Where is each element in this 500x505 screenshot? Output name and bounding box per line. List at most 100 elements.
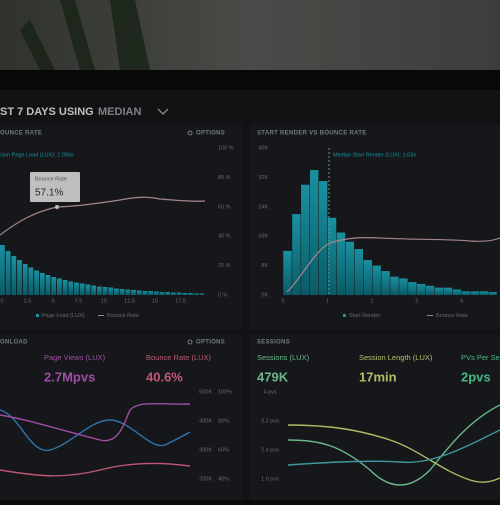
y-tick-label: 100% bbox=[218, 389, 232, 395]
bar bbox=[74, 282, 79, 295]
y-tick-label: 40 % bbox=[218, 234, 231, 240]
panel-title: ONLOAD bbox=[0, 340, 28, 346]
bar bbox=[62, 280, 68, 295]
bar bbox=[417, 283, 426, 295]
onload-panel: ONLOAD 40% 60% 80% 100% 200K 300K 400K 500K OPT… bbox=[0, 339, 232, 482]
dropdown-icon bbox=[157, 108, 169, 116]
bar bbox=[102, 287, 108, 295]
bar bbox=[96, 286, 102, 295]
bar bbox=[345, 241, 355, 295]
panel-title: START RENDER VS BOUNCE RATE bbox=[257, 131, 367, 137]
chart-note: Median Start Render (LUX): 1.03s bbox=[333, 152, 416, 158]
sessions-panel: SESSIONS 1.6 pvs 2.4 pvs 3.2 pvs 4 pvs Sessi… bbox=[257, 340, 500, 486]
bar bbox=[354, 249, 364, 295]
bar bbox=[91, 285, 96, 295]
x-tick-label: 0 bbox=[281, 298, 284, 304]
y-tick-label: 60 % bbox=[218, 204, 231, 210]
tooltip-value: 57.1% bbox=[35, 188, 63, 199]
panel-title: OUNCE RATE bbox=[0, 131, 42, 137]
series-line bbox=[287, 424, 500, 483]
y-tick-label: 100 % bbox=[218, 145, 234, 151]
y-tick-label: 3.2 pvs bbox=[261, 418, 279, 424]
bar bbox=[108, 287, 114, 295]
bar bbox=[188, 293, 193, 295]
bar bbox=[85, 284, 91, 295]
bar bbox=[68, 281, 74, 295]
bar bbox=[57, 278, 62, 295]
bar bbox=[136, 290, 142, 295]
metric-label: Sessions (LUX) bbox=[257, 353, 310, 362]
bar bbox=[336, 232, 346, 295]
y-tick-label: 500K bbox=[199, 389, 212, 395]
bar bbox=[17, 260, 22, 295]
legend-swatch bbox=[343, 314, 346, 317]
bounce-line bbox=[0, 196, 206, 236]
bar bbox=[45, 275, 51, 295]
bar bbox=[125, 289, 131, 295]
start-render-panel: START RENDER VS BOUNCE RATE 4 3 2 1 0 0K 8K 16K… bbox=[257, 131, 500, 319]
y-tick-label: 200K bbox=[199, 476, 212, 482]
y-tick-label: 8K bbox=[261, 263, 268, 269]
series-line bbox=[287, 429, 500, 466]
series-line bbox=[0, 402, 191, 442]
x-tick-label: 4 bbox=[460, 298, 463, 304]
tooltip-label: Bounce Rate bbox=[35, 176, 67, 182]
metric-value: 17min bbox=[359, 369, 397, 384]
metric-label: Session Length (LUX) bbox=[359, 353, 433, 362]
y-tick-label: 4 pvs bbox=[263, 389, 276, 395]
legend-swatch bbox=[36, 314, 39, 317]
x-tick-label: 15 bbox=[152, 298, 158, 304]
plant-blur bbox=[20, 0, 150, 70]
legend-label[interactable]: Bounce Rate bbox=[107, 313, 139, 319]
legend-label[interactable]: Start Render bbox=[349, 313, 380, 319]
y-tick-label: 0 % bbox=[218, 292, 228, 298]
bar bbox=[452, 289, 462, 295]
options-icon bbox=[187, 130, 193, 136]
header-title: ST 7 DAYS USING bbox=[0, 106, 94, 118]
x-tick-label: 5 bbox=[51, 298, 54, 304]
panel bbox=[0, 334, 242, 500]
bar bbox=[381, 271, 390, 295]
bar bbox=[292, 214, 301, 295]
legend-label[interactable]: Page Load (LUX) bbox=[42, 313, 85, 319]
bar bbox=[372, 265, 381, 295]
legend-label[interactable]: Bounce Rate bbox=[436, 313, 468, 319]
bar bbox=[363, 260, 372, 295]
bar bbox=[390, 276, 399, 295]
bar bbox=[176, 292, 182, 295]
bar bbox=[470, 291, 479, 295]
metric-value: 40.6% bbox=[146, 369, 183, 384]
panel bbox=[250, 334, 500, 500]
bar bbox=[119, 289, 125, 295]
x-tick-label: 12.5 bbox=[124, 298, 135, 304]
x-tick-label: 3 bbox=[415, 298, 418, 304]
options-icon bbox=[187, 339, 193, 345]
x-tick-label: 0 bbox=[0, 298, 3, 304]
y-tick-label: 0K bbox=[261, 292, 268, 298]
panel-title: SESSIONS bbox=[257, 340, 290, 346]
metric-label: Bounce Rate (LUX) bbox=[146, 353, 212, 362]
bar bbox=[310, 170, 319, 295]
options[interactable]: OPTIONS bbox=[196, 340, 225, 346]
bar bbox=[142, 291, 148, 295]
bar bbox=[114, 288, 119, 295]
metric-value: 2.7Mpvs bbox=[44, 369, 95, 384]
y-tick-label: 24K bbox=[258, 204, 268, 210]
y-tick-label: 20 % bbox=[218, 263, 231, 269]
y-tick-label: 400K bbox=[199, 418, 212, 424]
bar bbox=[0, 245, 5, 295]
y-tick-label: 40% bbox=[218, 476, 229, 482]
x-tick-label: 2.5 bbox=[24, 298, 32, 304]
metric-label: PVs Per Se bbox=[461, 353, 500, 362]
bounce-rate-panel: OUNCE RATE 17.5 15 12.5 10 7.5 5 2.5 0 0 % 20 % 40… bbox=[0, 130, 234, 319]
bar bbox=[131, 290, 136, 295]
metric-value: 2pvs bbox=[461, 369, 491, 384]
series-line bbox=[287, 404, 500, 486]
bar bbox=[399, 278, 408, 295]
bar bbox=[51, 277, 57, 295]
bar bbox=[199, 293, 205, 295]
bar bbox=[301, 184, 310, 295]
y-tick-label: 40K bbox=[258, 145, 268, 151]
options[interactable]: OPTIONS bbox=[196, 131, 225, 137]
